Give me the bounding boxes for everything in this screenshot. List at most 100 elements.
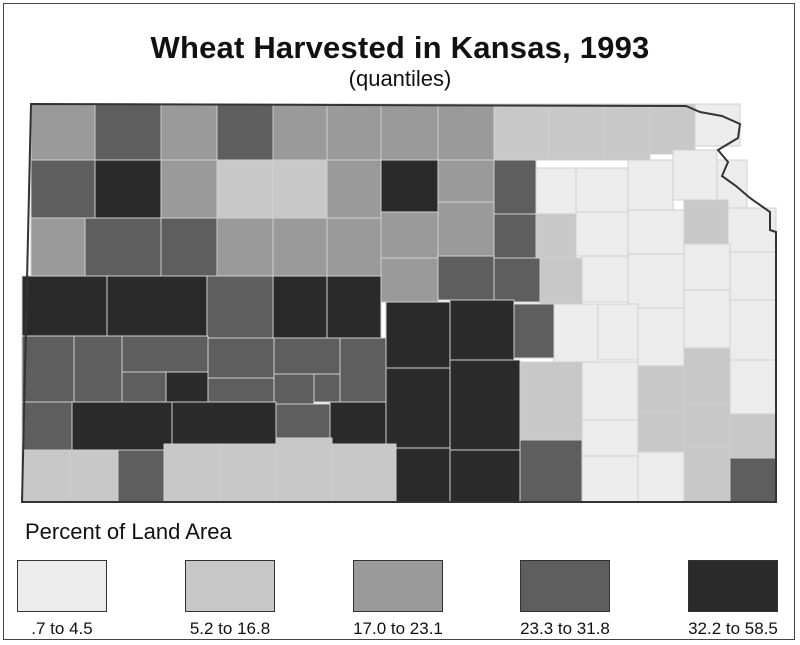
county-64 — [553, 303, 599, 363]
county-38 — [575, 211, 629, 257]
county-2 — [94, 103, 162, 161]
county-34 — [380, 211, 439, 259]
county-33 — [326, 217, 382, 277]
county-35 — [437, 201, 495, 257]
county-52 — [627, 253, 685, 309]
county-59 — [273, 337, 341, 375]
county-47 — [380, 257, 439, 303]
county-25 — [627, 159, 674, 211]
county-53 — [683, 243, 731, 291]
county-66 — [637, 307, 685, 367]
county-12 — [649, 103, 696, 155]
county-77 — [683, 347, 731, 405]
county-40 — [683, 199, 729, 245]
county-56 — [73, 335, 123, 403]
county-24 — [575, 167, 629, 213]
county-55 — [21, 335, 75, 403]
county-37 — [535, 213, 577, 259]
county-58 — [207, 337, 275, 379]
county-102 — [683, 445, 731, 503]
legend-title: Percent of Land Area — [25, 519, 232, 544]
county-28 — [30, 217, 86, 277]
county-72 — [273, 373, 315, 405]
county-69 — [121, 371, 167, 403]
county-54 — [729, 251, 777, 301]
county-74 — [519, 361, 583, 441]
county-45 — [272, 275, 328, 339]
county-92 — [117, 449, 165, 503]
county-6 — [326, 103, 382, 161]
county-layer — [21, 103, 777, 503]
county-68 — [729, 299, 777, 361]
county-20 — [380, 159, 439, 213]
figure-frame — [3, 3, 795, 640]
county-51 — [581, 255, 629, 303]
county-94 — [219, 443, 277, 503]
county-85 — [449, 359, 521, 451]
county-4 — [216, 103, 274, 161]
county-8 — [437, 103, 495, 161]
county-88 — [683, 403, 731, 447]
county-30 — [160, 217, 218, 277]
legend-swatch-2 — [185, 560, 275, 612]
county-62 — [449, 299, 515, 361]
county-75 — [581, 361, 639, 421]
legend-label-1: .7 to 4.5 — [31, 619, 93, 638]
kansas-county-map — [20, 102, 777, 503]
county-98 — [449, 449, 521, 503]
county-65 — [597, 303, 639, 361]
county-41 — [727, 207, 777, 253]
county-11 — [603, 103, 651, 161]
legend-swatch-1 — [17, 560, 107, 612]
county-101 — [637, 451, 685, 503]
county-73 — [313, 373, 341, 403]
county-76 — [637, 365, 685, 413]
county-79 — [21, 401, 73, 451]
county-50 — [539, 257, 583, 305]
legend-label-4: 23.3 to 31.8 — [520, 619, 610, 638]
county-26 — [672, 149, 718, 201]
county-49 — [493, 257, 541, 303]
county-42 — [21, 275, 108, 337]
county-91 — [69, 449, 119, 503]
county-22 — [493, 159, 537, 215]
county-87 — [637, 411, 685, 453]
county-90 — [21, 449, 71, 503]
county-21 — [437, 159, 495, 203]
legend-swatch-5 — [688, 560, 778, 612]
county-15 — [94, 159, 162, 219]
county-16 — [160, 159, 218, 219]
county-23 — [535, 167, 577, 215]
county-67 — [683, 289, 731, 349]
county-96 — [331, 443, 397, 503]
county-7 — [380, 103, 439, 161]
county-1 — [30, 103, 96, 161]
county-13 — [694, 103, 741, 147]
county-83 — [329, 401, 387, 445]
county-9 — [493, 103, 550, 161]
county-95 — [275, 437, 333, 503]
county-103 — [729, 457, 777, 503]
county-63 — [513, 303, 555, 359]
county-19 — [326, 159, 382, 219]
county-14 — [30, 159, 96, 219]
county-5 — [272, 103, 328, 161]
county-17 — [216, 159, 274, 219]
county-78 — [729, 359, 777, 415]
county-82 — [275, 403, 331, 439]
legend-label-2: 5.2 to 16.8 — [189, 619, 271, 638]
county-44 — [206, 275, 274, 339]
county-36 — [493, 213, 537, 259]
legend-label-3: 17.0 to 23.1 — [353, 619, 443, 638]
county-100 — [581, 455, 639, 503]
county-93 — [163, 443, 221, 503]
map-title: Wheat Harvested in Kansas, 1993 — [150, 30, 650, 65]
county-43 — [106, 275, 208, 337]
state-outline — [20, 102, 777, 503]
county-99 — [519, 439, 583, 503]
county-80 — [71, 401, 173, 451]
county-10 — [548, 103, 605, 161]
county-18 — [272, 159, 328, 219]
county-97 — [395, 447, 451, 503]
county-31 — [216, 217, 274, 277]
